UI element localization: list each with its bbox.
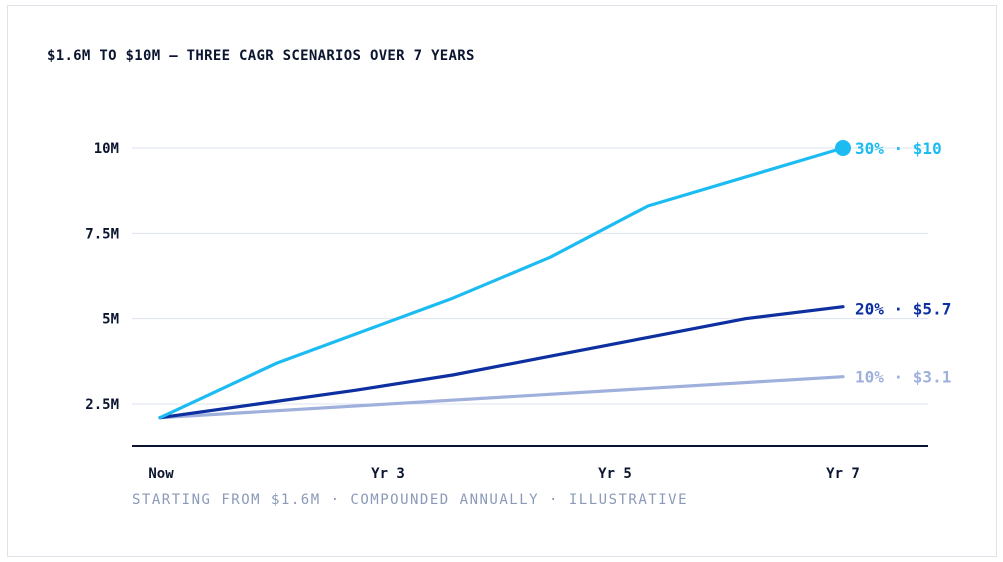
chart-card (7, 5, 997, 557)
end-label-30pct: 30% · $10 (855, 139, 942, 158)
end-marker (835, 140, 851, 156)
y-tick-label: 2.5M (85, 397, 119, 413)
x-tick-label: Yr 5 (598, 466, 632, 482)
y-tick-label: 7.5M (85, 226, 119, 242)
end-labels: 10% · $3.1 20% · $5.7 30% · $10 (855, 139, 951, 387)
series-line-10pct (158, 375, 845, 420)
series-line-30pct (158, 146, 845, 420)
end-label-10pct: 10% · $3.1 (855, 368, 951, 387)
chart-footer: STARTING FROM $1.6M · COMPOUNDED ANNUALL… (132, 492, 689, 508)
y-tick-label: 5M (102, 312, 119, 328)
end-label-20pct: 20% · $5.7 (855, 299, 951, 318)
chart-title: $1.6M TO $10M — THREE CAGR SCENARIOS OVE… (47, 48, 475, 64)
series-line-20pct (158, 305, 845, 420)
y-axis-ticks: 2.5M 5M 7.5M 10M (85, 141, 119, 413)
y-tick-label: 10M (94, 141, 119, 157)
series-lines (158, 140, 851, 420)
x-axis-ticks: Now Yr 3 Yr 5 Yr 7 (148, 466, 860, 482)
grid-lines (132, 147, 928, 405)
x-tick-label: Yr 3 (371, 466, 405, 482)
x-tick-label: Yr 7 (826, 466, 860, 482)
x-tick-label: Now (148, 466, 174, 482)
